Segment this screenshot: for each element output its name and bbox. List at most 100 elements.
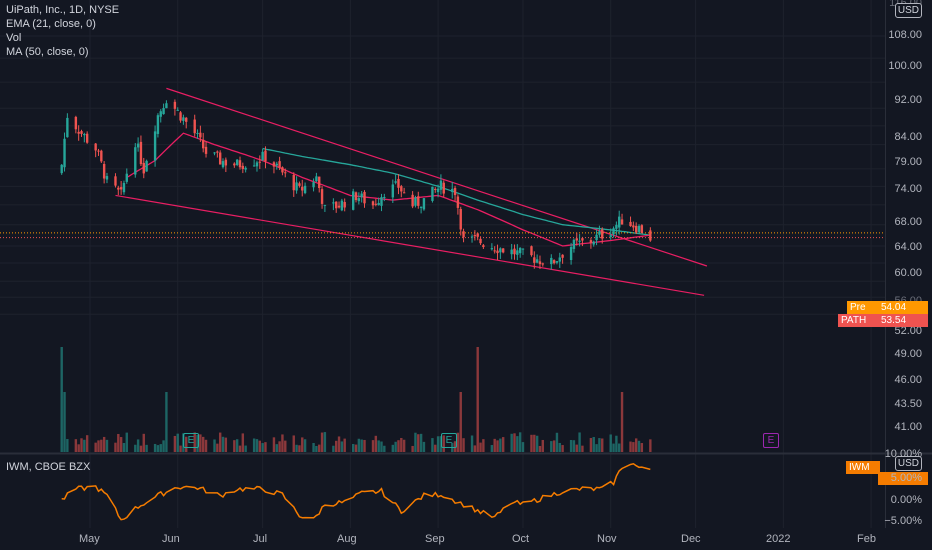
trendline — [166, 87, 708, 267]
volume-bar — [569, 439, 573, 452]
candle-body — [513, 248, 516, 255]
volume-bar — [142, 433, 145, 452]
volume-bar — [196, 434, 199, 452]
iwm-legend[interactable]: IWM, CBOE BZX — [6, 461, 91, 473]
volume-bar — [479, 442, 482, 452]
candle-body — [318, 176, 321, 188]
volume-bar — [77, 444, 80, 452]
candle-body — [431, 186, 434, 201]
volume-bar — [592, 437, 595, 452]
candle-body — [581, 238, 584, 241]
candle-body — [63, 138, 66, 168]
volume-bar — [136, 439, 140, 452]
ema-indicator-label[interactable]: EMA (21, close, 0) — [6, 18, 96, 30]
candle-body — [649, 230, 652, 241]
candle-body — [414, 197, 417, 206]
volume-bar — [555, 432, 559, 452]
volume-bar — [371, 440, 375, 452]
candle-body — [153, 131, 157, 161]
time-tick: Feb — [857, 533, 876, 545]
candle-body — [397, 178, 400, 188]
price-tick: 74.00 — [894, 183, 922, 195]
candle-body — [618, 216, 621, 228]
volume-bar — [281, 434, 284, 452]
volume-bar — [581, 445, 584, 452]
vol-indicator-label[interactable]: Vol — [6, 32, 22, 44]
volume-bar — [640, 443, 644, 452]
candle-body — [589, 240, 593, 243]
ma-indicator-label[interactable]: MA (50, close, 0) — [6, 46, 89, 58]
candle-body — [114, 176, 117, 186]
candle-body — [629, 221, 632, 227]
symbol-title[interactable]: UiPath, Inc., 1D, NYSE — [6, 4, 120, 16]
volume-bar — [298, 445, 301, 452]
iwm-axis-tick: −5.00% — [884, 515, 922, 527]
candle-body — [402, 192, 406, 194]
candle-body — [136, 143, 140, 148]
volume-bar — [354, 444, 358, 452]
candle-body — [558, 257, 561, 262]
volume-bar — [100, 439, 103, 452]
candle-body — [459, 208, 462, 230]
candle-body — [182, 117, 185, 121]
candle-body — [550, 257, 553, 265]
volume-bar — [162, 440, 165, 452]
candle-body — [83, 133, 86, 136]
volume-bar — [459, 392, 462, 452]
volume-bar — [612, 443, 615, 452]
volume-bar — [241, 433, 245, 452]
volume-bar — [351, 443, 355, 452]
volume-bar — [122, 442, 126, 452]
candle-body — [162, 108, 165, 115]
volume-bar — [620, 392, 624, 452]
price-tick: 84.00 — [894, 131, 922, 143]
earnings-marker[interactable]: E — [183, 433, 199, 448]
candle-body — [371, 201, 375, 206]
candle-body — [204, 146, 208, 154]
volume-bar — [303, 439, 307, 452]
price-tick: 92.00 — [894, 94, 922, 106]
candle-body — [496, 250, 499, 254]
candle-body — [119, 187, 123, 190]
candle-body — [337, 205, 341, 208]
candle-body — [303, 185, 307, 194]
candle-body — [102, 164, 106, 179]
currency-button[interactable]: USD — [894, 3, 922, 18]
premarket-label: Pre — [847, 301, 881, 314]
volume-bar — [434, 444, 437, 452]
price-tick: 60.00 — [894, 267, 922, 279]
candle-body — [451, 188, 454, 193]
volume-bar — [595, 444, 598, 452]
volume-bar — [173, 435, 177, 452]
candle-body — [235, 159, 239, 165]
volume-bar — [391, 444, 395, 452]
candle-body — [139, 141, 143, 165]
volume-bar — [482, 439, 485, 452]
candle-body — [241, 165, 245, 170]
candle-body — [637, 225, 641, 233]
earnings-marker[interactable]: E — [441, 433, 457, 448]
volume-bar — [377, 440, 380, 452]
candle-body — [411, 194, 414, 207]
volume-bar — [518, 432, 522, 452]
volume-bar — [85, 435, 89, 452]
volume-bar — [332, 445, 335, 452]
candle-body — [255, 162, 259, 167]
candle-body — [80, 131, 83, 134]
volume-bar — [284, 440, 287, 452]
volume-bar — [153, 443, 157, 452]
volume-bar — [295, 444, 298, 452]
volume-bar — [216, 443, 219, 452]
iwm-currency-button[interactable]: USD — [894, 456, 922, 471]
candle-body — [400, 186, 403, 192]
volume-bar — [609, 434, 612, 452]
candle-body — [159, 111, 162, 117]
volume-bar — [292, 435, 295, 452]
volume-bar — [637, 440, 641, 452]
volume-bar — [233, 440, 236, 452]
candle-body — [439, 180, 443, 190]
future-earnings-marker[interactable]: E — [763, 433, 779, 448]
volume-bar — [66, 439, 69, 452]
volume-bar — [357, 438, 361, 452]
